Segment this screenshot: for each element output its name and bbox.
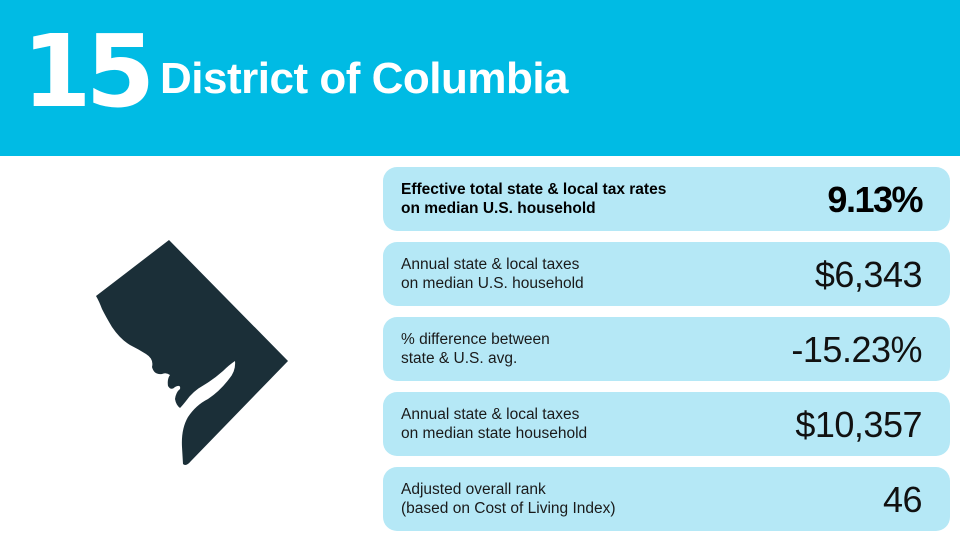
stat-card-adjusted-rank: Adjusted overall rank (based on Cost of … [383,467,950,531]
stat-value: -15.23% [791,329,922,370]
stat-card-annual-taxes-us-household: Annual state & local taxes on median U.S… [383,242,950,306]
rank-number: 15 [22,13,155,130]
stat-label-line: % difference between [401,331,550,348]
stat-value: $10,357 [795,404,922,445]
stat-label-line: on median state household [401,425,588,442]
state-name-title: District of Columbia [160,54,569,103]
stat-label-line: (based on Cost of Living Index) [401,500,616,517]
stat-value: 46 [882,479,923,520]
stat-label-line: state & U.S. avg. [401,350,518,367]
stat-card-effective-tax-rate: Effective total state & local tax rates … [383,167,950,231]
stat-label-line: Effective total state & local tax rates [401,181,667,198]
stat-label: % difference between state & U.S. avg. [401,330,550,368]
stat-label: Adjusted overall rank (based on Cost of … [401,480,616,518]
stat-label-line: Annual state & local taxes [401,406,580,423]
stat-value: $6,343 [814,254,923,295]
stats-panel: Effective total state & local tax rates … [383,167,950,542]
district-of-columbia-map-icon [96,239,289,468]
stat-label: Effective total state & local tax rates … [401,180,666,218]
stat-label: Annual state & local taxes on median U.S… [401,255,584,293]
stat-card-annual-taxes-state-household: Annual state & local taxes on median sta… [383,392,950,456]
stat-label-line: Adjusted overall rank [401,481,546,498]
stat-card-percent-difference: % difference between state & U.S. avg. -… [383,317,950,381]
stat-label-line: on median U.S. household [401,275,584,292]
stat-label: Annual state & local taxes on median sta… [401,405,587,443]
stat-label-line: on median U.S. household [401,200,596,217]
header-banner: 15 District of Columbia [0,0,960,156]
stat-label-line: Annual state & local taxes [401,256,580,273]
stat-value: 9.13% [827,179,923,220]
